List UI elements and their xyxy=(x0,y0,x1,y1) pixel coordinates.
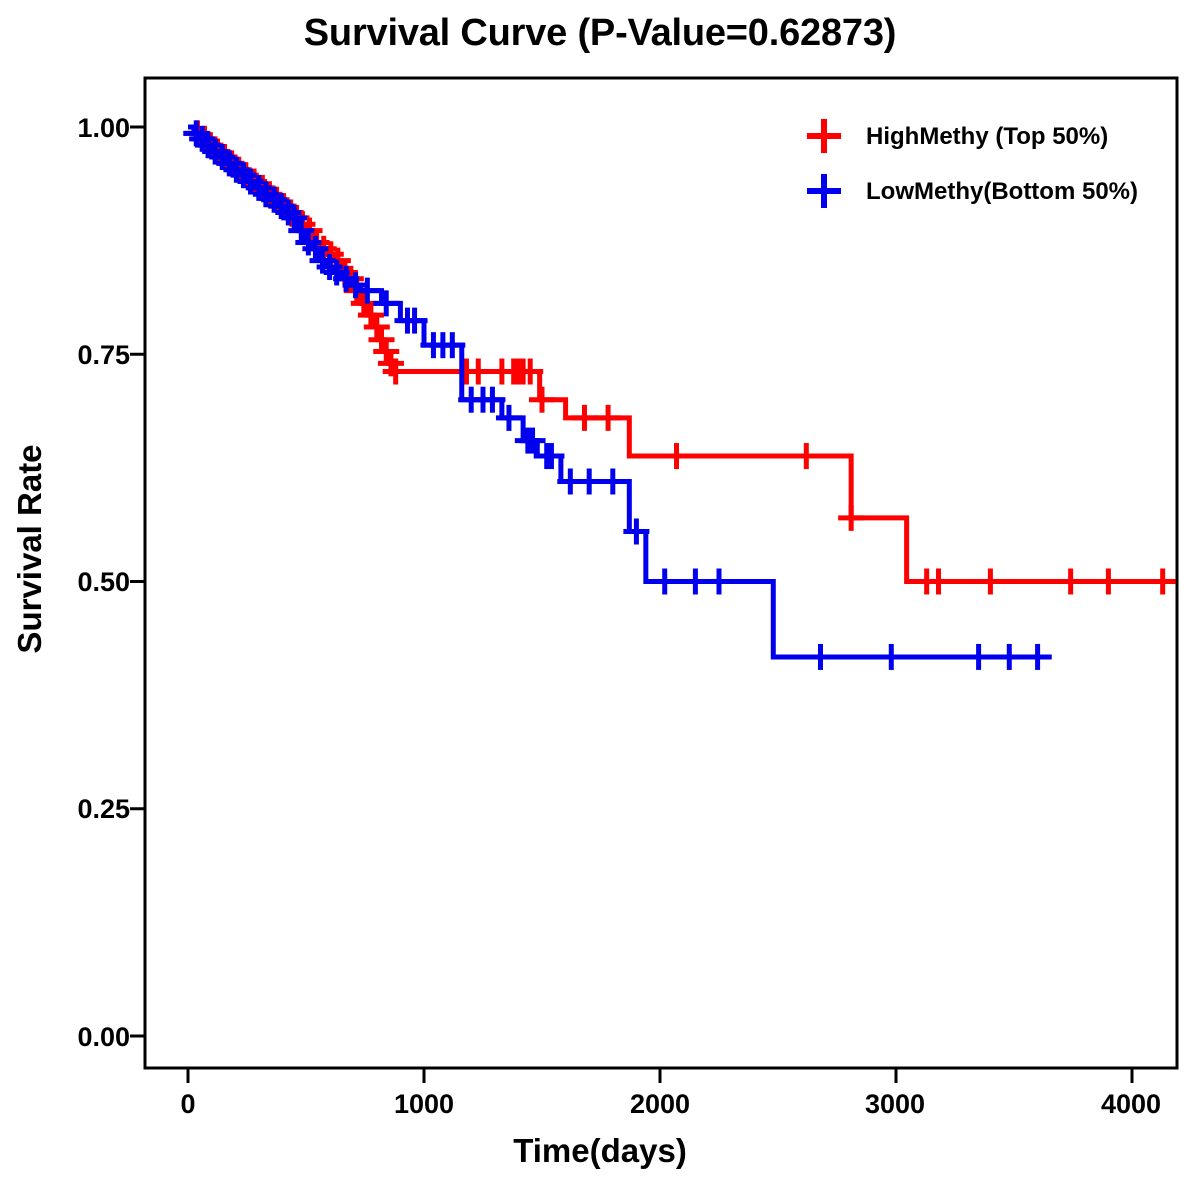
x-tick-label-1000: 1000 xyxy=(393,1089,455,1119)
x-tick-label-0: 0 xyxy=(180,1089,196,1119)
x-tick-label-2000: 2000 xyxy=(629,1089,691,1119)
y-tick-label-1: 1.00 xyxy=(77,113,130,143)
x-tick-label-4000: 4000 xyxy=(1100,1089,1162,1119)
series-layer xyxy=(183,120,1176,670)
y-tick-label-000: 0.00 xyxy=(77,1022,130,1052)
y-tick-label-025: 0.25 xyxy=(77,794,130,824)
survival-step-line-0 xyxy=(188,124,1163,584)
censor-marks-0 xyxy=(184,120,1176,595)
x-tick-label-3000: 3000 xyxy=(864,1089,926,1119)
legend-label-high-methy: HighMethy (Top 50%) xyxy=(866,123,1109,150)
censor-marks-1 xyxy=(183,120,1051,670)
legend-markers xyxy=(807,119,841,208)
x-axis-title: Time(days) xyxy=(513,1132,687,1169)
legend-label-low-methy: LowMethy(Bottom 50%) xyxy=(866,178,1138,205)
y-tick-label-050: 0.50 xyxy=(77,567,130,597)
axis-ticks xyxy=(130,125,1134,1083)
chart-title: Survival Curve (P-Value=0.62873) xyxy=(303,12,897,54)
survival-step-line-1 xyxy=(188,124,1052,660)
y-tick-label-075: 0.75 xyxy=(77,340,130,370)
